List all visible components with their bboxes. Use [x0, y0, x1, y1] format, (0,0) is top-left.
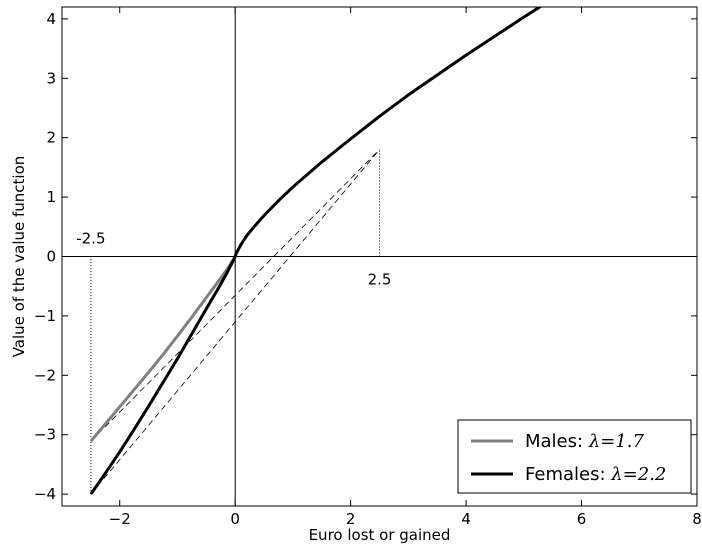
ticks: −2 0 2 4 6 8 −4 −3 −2 −1 0 1 2 3 4 [34, 7, 702, 528]
series-line-gains [233, 7, 543, 257]
y-tick-label-7: 3 [46, 69, 56, 87]
legend-prefix-females: Females: [525, 464, 611, 485]
plot-content [62, 7, 697, 506]
y-tick-label-8: 4 [46, 10, 56, 28]
annotation-0: -2.5 [76, 230, 105, 248]
legend-lambda-females: λ=2.2 [610, 464, 666, 485]
y-tick-label-0: −4 [34, 485, 56, 503]
y-tick-label-3: −1 [34, 307, 56, 325]
x-axis-label: Euro lost or gained [309, 526, 451, 544]
x-tick-label-2: 2 [346, 510, 356, 528]
x-tick-label-3: 4 [461, 510, 471, 528]
x-tick-label-1: 0 [230, 510, 240, 528]
annotation-1: 2.5 [368, 270, 392, 288]
y-tick-label-5: 1 [46, 188, 56, 206]
legend-label-males: Males: λ=1.7 [525, 431, 644, 452]
x-tick-label-5: 8 [692, 510, 702, 528]
series-line-females [89, 255, 237, 495]
y-tick-label-6: 2 [46, 129, 56, 147]
x-tick-label-4: 6 [577, 510, 587, 528]
y-tick-label-2: −2 [34, 366, 56, 384]
x-tick-label-0: −2 [109, 510, 131, 528]
legend-lambda-males: λ=1.7 [588, 431, 645, 452]
dashed-line-0 [90, 149, 380, 442]
y-tick-label-4: 0 [46, 248, 56, 266]
dashed-line-1 [90, 149, 380, 495]
legend-prefix-males: Males: [525, 431, 589, 452]
series-line-males [89, 255, 237, 443]
legend: Males: λ=1.7 Females: λ=2.2 [457, 419, 692, 494]
y-tick-label-1: −3 [34, 426, 56, 444]
legend-label-females: Females: λ=2.2 [525, 464, 666, 485]
y-axis-label: Value of the value function [10, 156, 28, 358]
legend-box [457, 419, 692, 494]
